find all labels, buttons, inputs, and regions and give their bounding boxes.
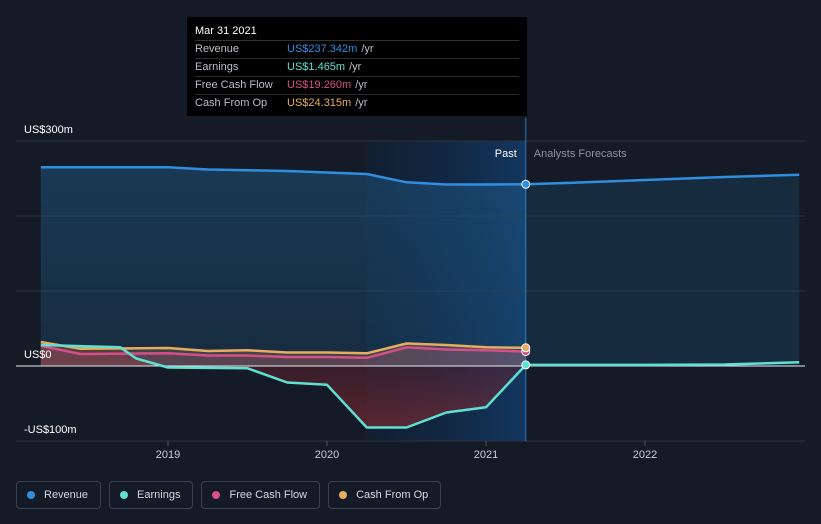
legend-label: Free Cash Flow [229,489,308,501]
x-tick-label: 2021 [474,449,498,461]
tooltip-row-revenue: Revenue US$237.342m /yr [195,41,519,59]
free-cash-flow-area [40,345,526,366]
legend-dot-icon [212,491,221,499]
x-tick-label: 2019 [156,449,180,461]
tooltip-label: Earnings [195,61,239,73]
legend-dot-icon [120,491,129,499]
legend-item-cash-from-op[interactable]: Cash From Op [328,481,442,509]
y-tick-label: US$0 [24,349,52,361]
chart-tooltip: Mar 31 2021 Revenue US$237.342m /yr Earn… [187,17,527,116]
y-tick-label: US$300m [24,124,73,136]
y-tick-label: -US$100m [24,424,77,436]
revenue-area [40,167,526,366]
revenue-line [40,166,526,186]
past-label: Past [495,148,517,160]
earnings-forecast-line [525,361,800,367]
tooltip-unit: /yr [349,61,362,73]
tooltip-value: US$237.342m [287,43,358,55]
earnings-line [40,343,527,429]
x-tick-label: 2020 [315,449,339,461]
tooltip-label: Cash From Op [195,97,268,109]
cash-from-op-line [40,340,526,355]
legend-item-free-cash-flow[interactable]: Free Cash Flow [201,481,321,509]
legend-label: Revenue [44,489,89,501]
forecast-label: Analysts Forecasts [534,148,627,160]
tooltip-label: Revenue [195,43,240,55]
chart-legend: Revenue Earnings Free Cash Flow Cash Fro… [16,481,442,509]
tooltip-row-free-cash-flow: Free Cash Flow US$19.260m /yr [195,77,519,95]
revenue-forecast-area [525,174,800,366]
tooltip-date: Mar 31 2021 [195,23,519,41]
tooltip-unit: /yr [355,97,368,109]
legend-label: Earnings [137,489,181,501]
cash-from-op-point [521,343,531,353]
tooltip-unit: /yr [361,43,374,55]
tooltip-label: Free Cash Flow [195,79,273,91]
legend-item-revenue[interactable]: Revenue [16,481,102,509]
free-cash-flow-line [40,344,526,360]
tooltip-row-earnings: Earnings US$1.465m /yr [195,59,519,77]
legend-dot-icon [339,491,348,499]
tooltip-value: US$1.465m [287,61,346,73]
tooltip-unit: /yr [355,79,368,91]
x-tick-label: 2022 [633,449,657,461]
revenue-point [521,179,531,189]
tooltip-value: US$24.315m [287,97,352,109]
revenue-forecast-line [525,173,800,186]
legend-dot-icon [27,491,35,499]
tooltip-value: US$19.260m [287,79,352,91]
earnings-area [40,345,526,428]
tooltip-row-cash-from-op: Cash From Op US$24.315m /yr [195,95,519,112]
legend-label: Cash From Op [356,489,429,501]
legend-item-earnings[interactable]: Earnings [109,481,194,509]
earnings-point [521,360,531,370]
